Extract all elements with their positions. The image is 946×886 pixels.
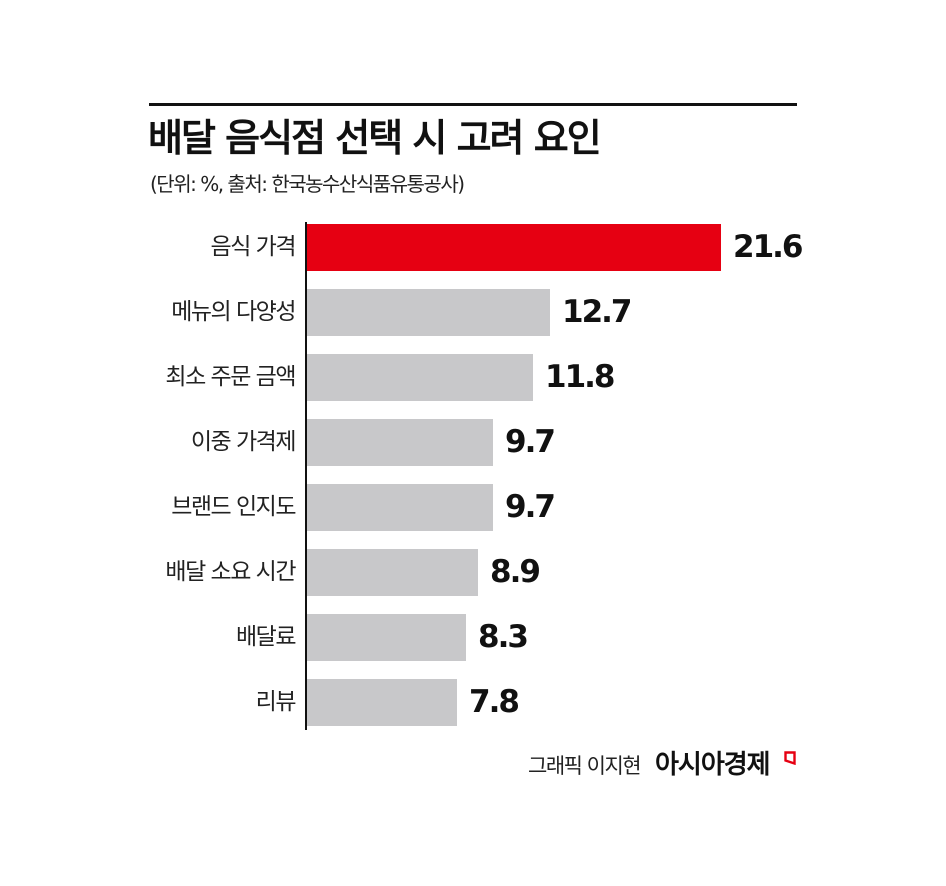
bar — [307, 354, 533, 401]
chart-subtitle: (단위: %, 출처: 한국농수산식품유통공사) — [150, 172, 465, 196]
brand-logo-text: 아시아경제 — [655, 750, 771, 780]
category-label: 이중 가격제 — [190, 429, 297, 455]
value-label: 8.9 — [490, 554, 541, 590]
category-label: 최소 주문 금액 — [165, 364, 296, 390]
category-label: 배달 소요 시간 — [165, 559, 296, 585]
bar-row: 브랜드 인지도 9.7 — [0, 484, 946, 531]
bar-row: 배달료 8.3 — [0, 614, 946, 661]
y-axis-line — [305, 222, 307, 730]
bar-row: 배달 소요 시간 8.9 — [0, 549, 946, 596]
bar-row: 이중 가격제 9.7 — [0, 419, 946, 466]
category-label: 메뉴의 다양성 — [171, 299, 296, 325]
category-label: 음식 가격 — [210, 234, 297, 260]
bar-row: 최소 주문 금액 11.8 — [0, 354, 946, 401]
bar-row: 음식 가격 21.6 — [0, 224, 946, 271]
top-rule — [149, 103, 797, 106]
bar — [307, 289, 550, 336]
value-label: 9.7 — [505, 424, 556, 460]
category-label: 리뷰 — [255, 689, 297, 715]
value-label: 8.3 — [478, 619, 529, 655]
brand-mark-icon — [784, 751, 796, 765]
graphic-credit: 그래픽 이지현 — [528, 754, 642, 778]
bar — [307, 484, 493, 531]
bar — [307, 549, 478, 596]
bar — [307, 679, 457, 726]
value-label: 21.6 — [733, 229, 803, 265]
value-label: 11.8 — [545, 359, 615, 395]
value-label: 9.7 — [505, 489, 556, 525]
chart-title: 배달 음식점 선택 시 고려 요인 — [148, 116, 602, 160]
highlighted-bar — [307, 224, 721, 271]
value-label: 12.7 — [562, 294, 632, 330]
bar-row: 메뉴의 다양성 12.7 — [0, 289, 946, 336]
bar-row: 리뷰 7.8 — [0, 679, 946, 726]
value-label: 7.8 — [469, 684, 520, 720]
bar — [307, 614, 466, 661]
bar — [307, 419, 493, 466]
category-label: 브랜드 인지도 — [171, 494, 296, 520]
category-label: 배달료 — [236, 624, 296, 650]
